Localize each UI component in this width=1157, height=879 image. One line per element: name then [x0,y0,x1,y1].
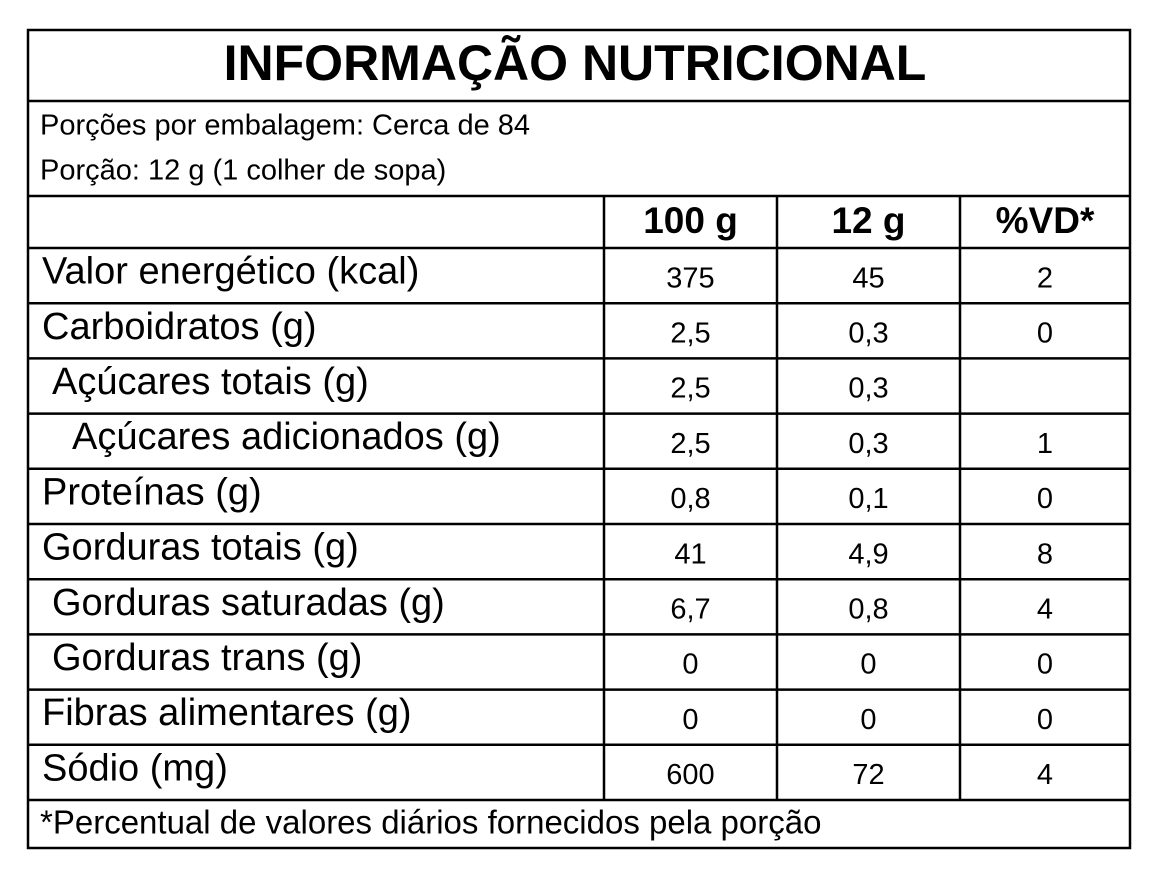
column-header: 100 g [643,200,738,241]
serving-size: Porção: 12 g (1 colher de sopa) [40,155,446,187]
nutrient-label: Carboidratos (g) [42,306,317,348]
cell-value: 0 [682,649,698,681]
cell-value: 2,5 [670,317,710,349]
nutrient-label: Gorduras saturadas (g) [52,582,445,624]
cell-value: 0 [1037,317,1053,349]
servings: Porções por embalagem: Cerca de 84 [40,110,530,142]
nutrient-label: Açúcares totais (g) [52,361,369,403]
cell-value: 0,3 [848,317,888,349]
cell-value: 72 [852,759,884,791]
nutrient-label: Açúcares adicionados (g) [72,416,501,458]
cell-value: 0,1 [848,483,888,515]
cell-value: 2,5 [670,428,710,460]
column-header: %VD* [996,200,1095,241]
cell-value: 45 [852,262,884,294]
cell-value: 0,8 [848,593,888,625]
cell-value: 4 [1037,593,1053,625]
cell-value: 0 [860,649,876,681]
title: INFORMAÇÃO NUTRICIONAL [224,35,927,91]
cell-value: 8 [1037,538,1053,570]
cell-value: 0,3 [848,373,888,405]
footnote: *Percentual de valores diários fornecido… [40,804,821,841]
cell-value: 2 [1037,262,1053,294]
outer-border [26,28,1132,850]
nutrient-label: Valor energético (kcal) [42,251,419,293]
cell-value: 2,5 [670,373,710,405]
cell-value: 0 [1037,483,1053,515]
cell-value: 1 [1037,428,1053,460]
cell-value: 6,7 [670,593,710,625]
nutrient-label: Proteínas (g) [42,471,262,513]
nutrient-label: Gorduras trans (g) [52,637,362,679]
cell-value: 0 [682,704,698,736]
nutrient-label: Fibras alimentares (g) [42,692,412,734]
cell-value: 0 [1037,649,1053,681]
cell-value: 41 [674,538,706,570]
cell-value: 4,9 [848,538,888,570]
column-header: 12 g [831,200,905,241]
cell-value: 0 [1037,704,1053,736]
cell-value: 0,3 [848,428,888,460]
nutrient-label: Sódio (mg) [42,747,228,789]
cell-value: 0,8 [670,483,710,515]
cell-value: 600 [666,759,714,791]
cell-value: 4 [1037,759,1053,791]
cell-value: 375 [666,262,714,294]
nutrient-label: Gorduras totais (g) [42,527,359,569]
cell-value: 0 [860,704,876,736]
